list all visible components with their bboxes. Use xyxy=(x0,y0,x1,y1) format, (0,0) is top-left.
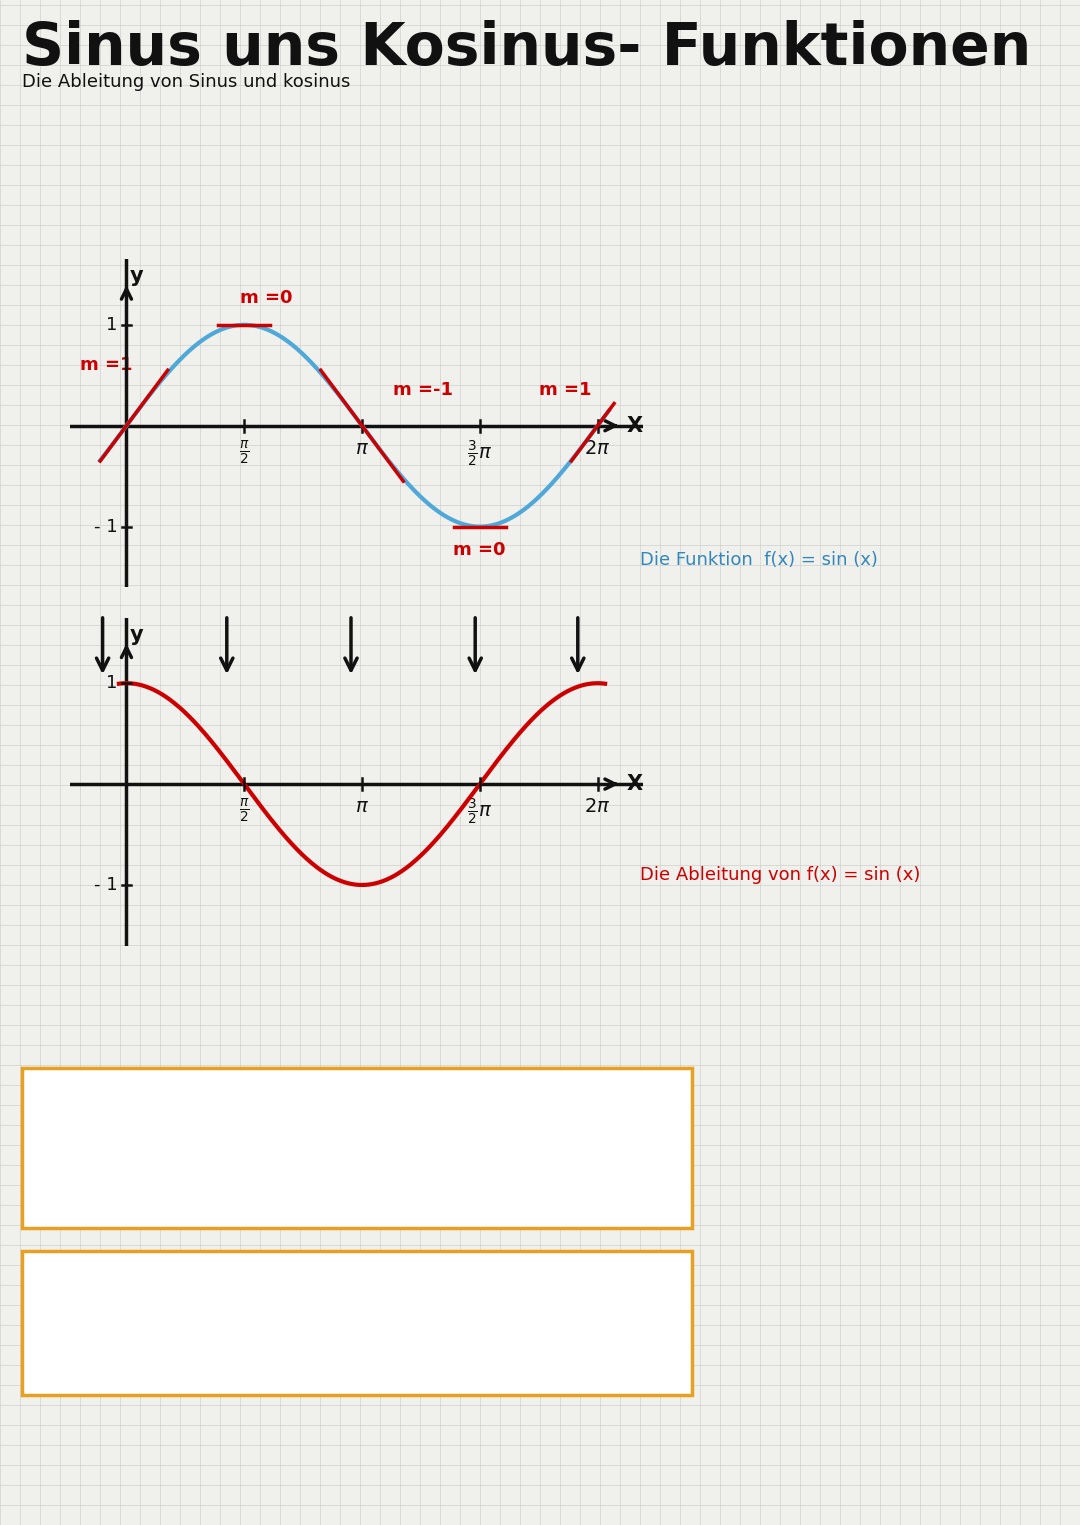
Text: cos (x)' = -(sin x): cos (x)' = -(sin x) xyxy=(45,1330,225,1351)
Text: m =-1: m =-1 xyxy=(393,381,453,400)
Text: $\pi$: $\pi$ xyxy=(355,439,369,458)
Text: $\frac{\pi}{2}$: $\frac{\pi}{2}$ xyxy=(239,798,249,825)
Text: $2\pi$: $2\pi$ xyxy=(584,439,611,458)
Text: $2\pi$: $2\pi$ xyxy=(584,798,611,816)
Text: $\frac{3}{2}\pi$: $\frac{3}{2}\pi$ xyxy=(468,798,492,827)
Text: $\frac{\pi}{2}$: $\frac{\pi}{2}$ xyxy=(239,439,249,467)
Text: Die Ableitung der kosinusfunktion ist die negierte  Sinusfunktion: Die Ableitung der kosinusfunktion ist di… xyxy=(45,1287,626,1304)
Text: X: X xyxy=(626,775,643,795)
Text: Sinusregel: Sinusregel xyxy=(45,1080,139,1098)
Text: m =0: m =0 xyxy=(454,541,505,558)
Text: $\frac{3}{2}\pi$: $\frac{3}{2}\pi$ xyxy=(468,439,492,468)
Text: 1: 1 xyxy=(106,316,118,334)
Text: $\pi$: $\pi$ xyxy=(355,798,369,816)
Text: X: X xyxy=(626,416,643,436)
Text: - 1: - 1 xyxy=(94,517,118,535)
Text: Die Ableitung der Sinusfunktion ist die kosinusfunktion: Die Ableitung der Sinusfunktion ist die … xyxy=(45,1104,539,1121)
Text: m =1: m =1 xyxy=(80,357,133,374)
Text: (sin x)' = cos (x): (sin x)' = cos (x) xyxy=(45,1147,217,1168)
Text: Die Ableitung von Sinus und kosinus: Die Ableitung von Sinus und kosinus xyxy=(22,73,350,92)
Text: m =1: m =1 xyxy=(539,381,592,400)
Text: Die Ableitung von f(x) = sin (x): Die Ableitung von f(x) = sin (x) xyxy=(640,866,920,884)
Text: Sinusregel: Sinusregel xyxy=(45,1263,139,1281)
Text: y: y xyxy=(131,625,144,645)
Text: Die Funktion  f(x) = sin (x): Die Funktion f(x) = sin (x) xyxy=(640,551,878,569)
Text: m =0: m =0 xyxy=(241,288,293,307)
Text: - 1: - 1 xyxy=(94,875,118,894)
Text: Sinus uns Kosinus- Funktionen: Sinus uns Kosinus- Funktionen xyxy=(22,20,1031,76)
Text: 1: 1 xyxy=(106,674,118,692)
Text: y: y xyxy=(131,267,144,287)
